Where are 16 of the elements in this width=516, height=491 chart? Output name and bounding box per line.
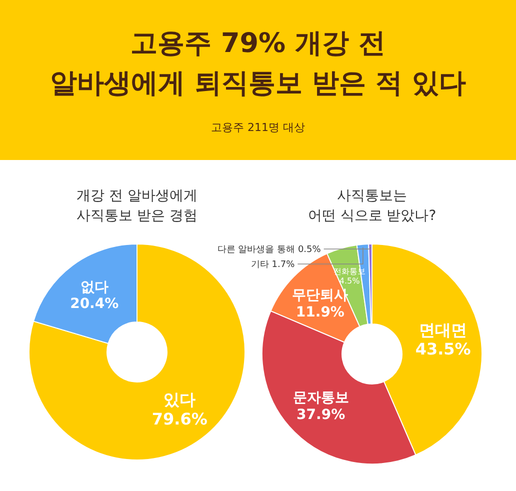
data-label: 37.9%	[296, 406, 346, 423]
text: 고용주 211명 대상	[211, 121, 305, 134]
slice-label: 문자통보	[292, 390, 349, 406]
data-label: 11.9%	[296, 304, 344, 320]
data-label: 4.5%	[339, 276, 360, 286]
chart-title: 개강 전 알바생에게 사직통보 받은 경험	[76, 188, 198, 224]
data-label: 43.5%	[415, 339, 471, 358]
slice-label: 있다	[164, 390, 196, 410]
text: 고용주 79% 개강 전 알바생에게 퇴직통보 받은 적 있다	[50, 28, 466, 99]
slice-label: 기타 1.7%	[250, 260, 296, 270]
data-label: 20.4%	[70, 296, 119, 312]
slice-label: 다른 알바생을 통해 0.5%	[217, 245, 322, 255]
chart-title: 사직통보는 어떤 식으로 받았나?	[308, 188, 436, 224]
slice-label: 면대면	[419, 320, 468, 340]
data-label: 79.6%	[152, 409, 208, 428]
slice-label: 없다	[80, 279, 108, 296]
